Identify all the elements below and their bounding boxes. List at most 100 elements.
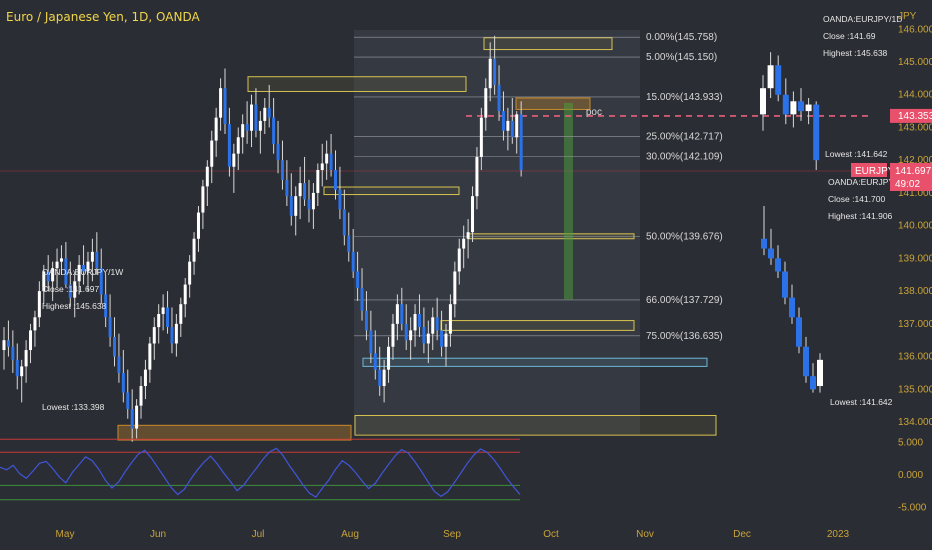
price-tick: 138.000 [898, 286, 932, 297]
candle-body [170, 327, 174, 344]
demand-zone-aug [354, 414, 717, 436]
info-line: OANDA:EURJPY/3 [828, 177, 901, 187]
info-line: Close :141.69 [823, 31, 876, 41]
candle-body [99, 268, 103, 295]
candle-body [493, 58, 497, 85]
candle-body [59, 258, 63, 262]
fib-label: 75.00%(136.635) [646, 331, 723, 342]
candle-body [183, 284, 187, 305]
candle-body [519, 114, 523, 171]
candle-body [258, 120, 262, 131]
candle-body [280, 160, 284, 180]
candle-body [161, 307, 165, 315]
candle-body [33, 317, 37, 331]
candle-body [479, 117, 483, 157]
candle-body [6, 340, 10, 347]
info-line: Close :141.697 [42, 284, 99, 294]
candle-body [285, 179, 289, 197]
oscillator-tick: -5.000 [898, 503, 927, 514]
candle-body [232, 153, 236, 167]
candle-body [448, 304, 452, 334]
candle-body [126, 392, 130, 409]
candle-body [210, 140, 214, 167]
candle-3-body [789, 297, 795, 318]
candle-3-body [796, 317, 802, 347]
candle-body [360, 287, 364, 311]
candle-body [320, 163, 324, 171]
time-tick: Oct [543, 529, 559, 540]
candle-body [77, 264, 81, 282]
info-boxes: OANDA:EURJPY/1D Close :141.69 Highest :145… [42, 14, 902, 412]
poc-label: poc [586, 107, 602, 118]
candle-body [395, 304, 399, 324]
price-tick: 144.000 [898, 90, 932, 101]
candle-body [316, 170, 320, 193]
candle-body [294, 196, 298, 216]
price-tick: 143.000 [898, 122, 932, 133]
candle-3-body [810, 376, 816, 390]
candle-body [219, 88, 223, 118]
candle-body [475, 156, 479, 197]
candle-body [148, 343, 152, 370]
candle-1d-body [760, 88, 766, 115]
oscillator-panel: 5.000 0.000 -5.000 [0, 438, 927, 514]
candle-body [378, 369, 382, 387]
candle-body [166, 307, 170, 328]
demand-zone-may [117, 424, 352, 441]
candle-body [117, 356, 121, 373]
candle-body [214, 117, 218, 141]
candle-body [205, 166, 209, 187]
candle-body [400, 304, 404, 324]
info-line: Highest :145.638 [823, 48, 888, 58]
time-tick: May [56, 529, 75, 540]
fib-label: 5.00%(145.150) [646, 52, 717, 63]
candle-body [409, 330, 413, 341]
candle-body [121, 372, 125, 393]
oscillator-tick: 5.000 [898, 438, 923, 449]
candle-body [457, 248, 461, 272]
supply-zone-top [483, 37, 613, 51]
fib-label: 30.00%(142.109) [646, 152, 723, 163]
candle-body [311, 192, 315, 210]
candle-body [298, 183, 302, 197]
lowest-label: Lowest :141.642 [825, 149, 888, 159]
price-tick: 139.000 [898, 253, 932, 264]
candle-body [192, 238, 196, 262]
candle-body [466, 232, 470, 239]
time-tick: 2023 [827, 529, 850, 540]
zone-66 [440, 320, 635, 331]
candle-body [179, 304, 183, 324]
candle-body [135, 405, 139, 429]
zone-aug [323, 186, 460, 196]
candle-body [453, 271, 457, 305]
candle-body [506, 120, 510, 131]
candle-body [46, 271, 50, 282]
candle-body [86, 261, 90, 272]
candle-body [272, 117, 276, 144]
candle-body [236, 137, 240, 154]
poc-price-tag-box [890, 108, 932, 123]
candle-body [426, 333, 430, 344]
candle-body [515, 114, 519, 138]
price-tick: 136.000 [898, 352, 932, 363]
info-line: OANDA:EURJPY/1W [42, 267, 123, 277]
candle-body [245, 124, 249, 131]
last-price-tag: 141.697 [895, 166, 932, 177]
candle-body [20, 366, 24, 377]
candle-body [152, 327, 156, 344]
candle-body [51, 268, 55, 282]
candle-body [501, 111, 505, 131]
candle-3-body [768, 248, 774, 259]
candle-body [444, 333, 448, 347]
candle-body [435, 317, 439, 331]
candle-body [369, 330, 373, 354]
info-line: Close :141.700 [828, 194, 885, 204]
candle-3-body [775, 258, 781, 272]
candle-body [143, 369, 147, 387]
candle-body [250, 104, 254, 131]
time-tick: Nov [636, 529, 654, 540]
candle-body [351, 251, 355, 272]
candle-body [387, 346, 391, 370]
symbol-tag: EURJPY [855, 166, 895, 177]
